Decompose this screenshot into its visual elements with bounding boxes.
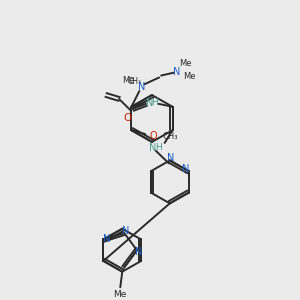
Text: Me: Me	[184, 72, 196, 81]
Text: N: N	[138, 82, 145, 92]
Text: H: H	[152, 98, 158, 107]
Text: N: N	[173, 67, 181, 76]
Text: N: N	[135, 247, 142, 257]
Text: N: N	[103, 235, 110, 244]
Text: N: N	[182, 164, 189, 174]
Text: CH: CH	[128, 77, 139, 86]
Text: N: N	[146, 98, 154, 108]
Text: O: O	[124, 113, 132, 124]
Text: N: N	[122, 226, 130, 236]
Text: Me: Me	[178, 59, 191, 68]
Text: H: H	[155, 143, 162, 152]
Text: CH₃: CH₃	[162, 131, 178, 140]
Text: O: O	[149, 131, 157, 141]
Text: Me: Me	[114, 290, 127, 298]
Text: N: N	[167, 152, 175, 163]
Text: Me: Me	[122, 76, 134, 85]
Text: N: N	[149, 143, 156, 153]
Text: ₃: ₃	[138, 78, 141, 84]
